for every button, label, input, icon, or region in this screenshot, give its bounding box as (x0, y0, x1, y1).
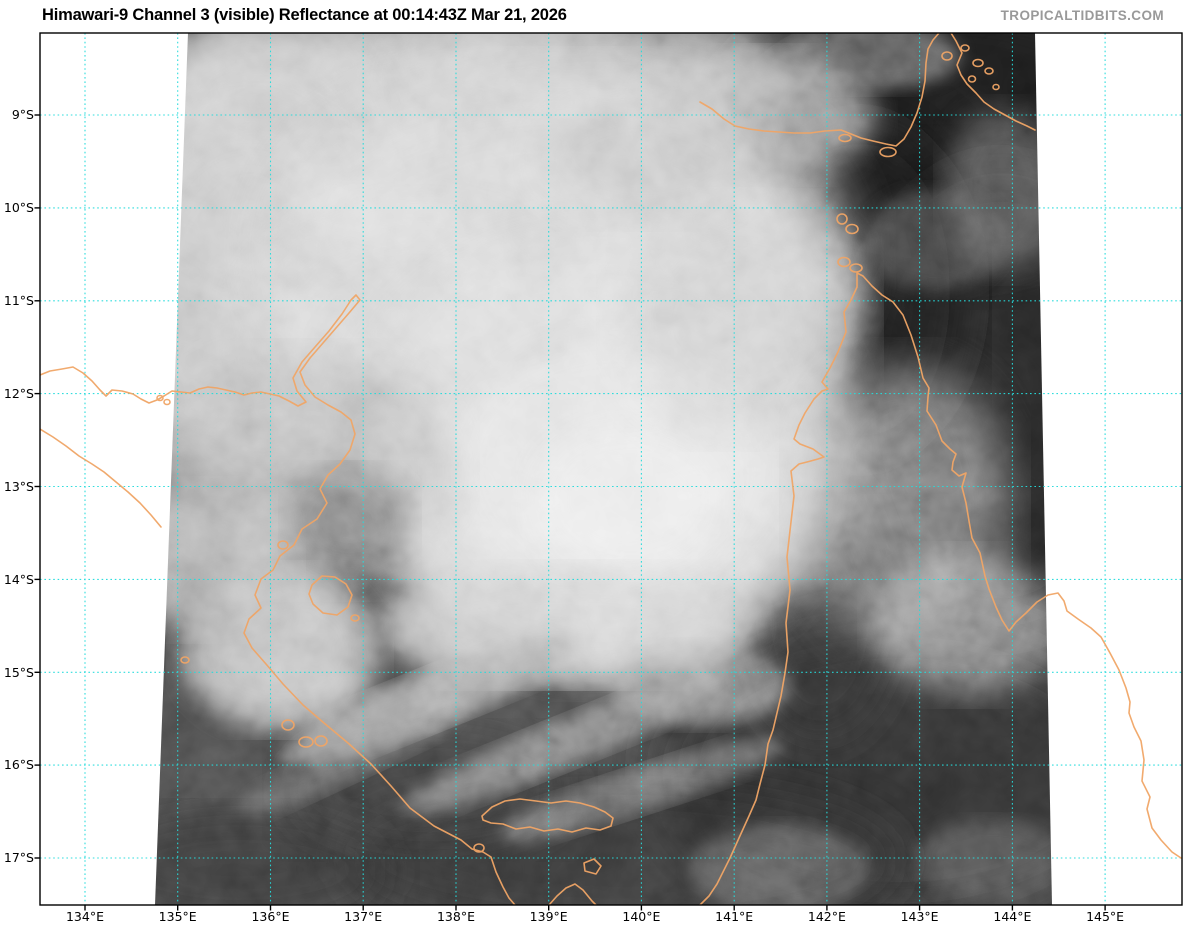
lat-label: 16°S (3, 757, 34, 772)
lat-label: 15°S (3, 664, 34, 680)
lat-label: 12°S (3, 385, 34, 401)
lat-label: 10°S (3, 200, 34, 215)
lon-label: 137°E (344, 909, 383, 924)
islands (156, 44, 1000, 875)
coastline-cape-york (699, 272, 1182, 905)
lon-label: 138°E (436, 909, 475, 924)
y-tick-marks (34, 114, 40, 859)
island-groote (308, 575, 353, 616)
watermark: TROPICALTIDBITS.COM (1000, 8, 1164, 23)
coastline-png-east (950, 33, 1036, 131)
lon-label: 141°E (715, 909, 754, 924)
x-tick-marks (84, 905, 1106, 911)
coastline-png (699, 33, 940, 147)
lon-label: 143°E (900, 909, 939, 924)
lon-label: 144°E (993, 909, 1032, 924)
lat-label: 13°S (3, 478, 34, 494)
satellite-image (155, 33, 1052, 905)
lon-label: 136°E (251, 909, 290, 924)
lon-label: 140°E (622, 909, 661, 924)
lon-label: 142°E (807, 909, 846, 924)
coastline-south-gulf (548, 883, 597, 905)
page-title: Himawari-9 Channel 3 (visible) Reflectan… (42, 6, 567, 24)
lat-label: 14°S (3, 571, 34, 587)
island-forsyth (583, 858, 602, 875)
axes-frame (34, 32, 1183, 911)
graticule-gridlines (40, 33, 1182, 905)
lon-label: 139°E (529, 909, 568, 924)
lat-label: 11°S (3, 293, 34, 308)
lat-label: 17°S (3, 850, 34, 865)
lon-label: 135°E (158, 909, 197, 924)
coastline-darwin-south (40, 428, 162, 528)
island-mornington (481, 798, 614, 833)
coastlines (40, 33, 1182, 905)
lon-label: 134°E (65, 909, 104, 924)
lon-label: 145°E (1086, 909, 1125, 924)
lat-label: 9°S (11, 107, 34, 122)
